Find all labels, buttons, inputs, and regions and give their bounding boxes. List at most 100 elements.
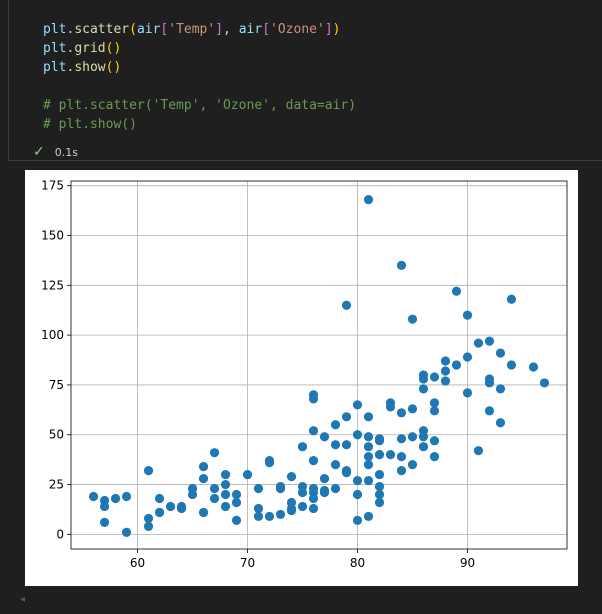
scatter-point [374,436,385,446]
scatter-point [363,511,374,522]
scatter-point [429,452,440,462]
scatter-point [154,507,165,518]
scatter-point [264,511,275,522]
scatter-point [363,452,374,462]
y-tick-label: 0 [56,527,64,541]
y-tick-label: 125 [41,278,64,292]
scatter-point [495,348,506,358]
scatter-point [451,286,462,296]
scatter-point [418,374,429,384]
scatter-point [242,469,253,480]
scatter-point [110,493,121,504]
scatter-point [319,473,330,484]
scatter-point [385,450,396,460]
scatter-point [209,448,220,458]
code-comment-1: # plt.scatter('Temp', 'Ozone', data=air) [43,98,357,113]
scatter-point [220,469,231,480]
scatter-point [220,489,231,500]
checkmark-icon: ✓ [33,144,45,160]
scatter-point [396,260,407,270]
scatter-point [352,489,363,500]
scatter-chart: 60 70 80 90 0 25 50 75 100 125 150 175 [41,179,568,570]
scatter-point [99,517,110,528]
scatter-point [275,509,286,520]
scatter-point [231,515,242,526]
scatter-point [264,458,275,468]
code-line-blank [43,77,356,96]
execution-status: ✓ 0.1s [33,144,78,160]
y-tick-label: 75 [49,378,64,392]
y-tick-label: 100 [41,328,64,342]
scatter-point [363,442,374,452]
scatter-point [286,471,297,482]
scatter-point [396,408,407,418]
scatter-point [341,440,352,450]
scatter-point [176,501,187,512]
scatter-point [506,360,517,370]
scatter-point [407,314,418,324]
scatter-point [330,460,341,470]
scatter-point [308,456,319,466]
scatter-point [473,446,484,456]
scatter-point [440,376,451,386]
code-line-1: plt.scatter(air['Temp'], air['Ozone']) [43,22,341,37]
scatter-point [396,434,407,444]
scatter-point [341,467,352,478]
scatter-point [231,497,242,508]
scatter-point [352,475,363,486]
scatter-point [297,487,308,498]
code-line-3: plt.show() [43,60,122,75]
scatter-point [341,300,352,310]
scatter-point [220,479,231,490]
scatter-point [385,402,396,412]
scatter-point [209,483,220,494]
scatter-point [484,378,495,388]
y-tick-label: 25 [49,478,64,492]
scatter-point [253,511,264,522]
scatter-point [198,462,209,472]
scatter-point [286,505,297,516]
scatter-point [429,436,440,446]
collapse-arrow-icon[interactable]: ◂ [20,594,26,605]
scatter-point [275,483,286,494]
scatter-point [165,501,176,512]
scatter-point [88,491,99,502]
scatter-point [374,497,385,508]
scatter-point [198,473,209,484]
scatter-point [374,469,385,480]
scatter-point [341,412,352,422]
scatter-point [308,394,319,404]
scatter-point [440,356,451,366]
code-editor[interactable]: plt.scatter(air['Temp'], air['Ozone']) p… [43,20,356,134]
x-tick-label: 90 [460,556,475,570]
scatter-point [407,404,418,414]
scatter-point [462,388,473,398]
scatter-point [363,432,374,442]
y-tick-label: 50 [49,428,64,442]
scatter-point [308,503,319,514]
scatter-point [363,195,374,205]
scatter-point [253,503,264,514]
scatter-point [330,440,341,450]
notebook-cell[interactable]: plt.scatter(air['Temp'], air['Ozone']) p… [8,0,602,161]
scatter-point [374,481,385,492]
scatter-point [418,384,429,394]
scatter-point [308,426,319,436]
x-tick-label: 70 [240,556,255,570]
scatter-point [319,432,330,442]
scatter-point [462,310,473,320]
scatter-point [495,384,506,394]
scatter-point [99,501,110,512]
scatter-point [198,507,209,518]
scatter-point [143,465,154,476]
scatter-point [506,294,517,304]
plot-frame [70,180,568,550]
scatter-point [297,501,308,512]
scatter-point [407,432,418,442]
execution-time: 0.1s [54,145,78,159]
scatter-point [231,489,242,500]
scatter-point [484,406,495,416]
code-comment-2: # plt.show() [43,117,137,132]
scatter-point [462,352,473,362]
scatter-point [440,366,451,376]
